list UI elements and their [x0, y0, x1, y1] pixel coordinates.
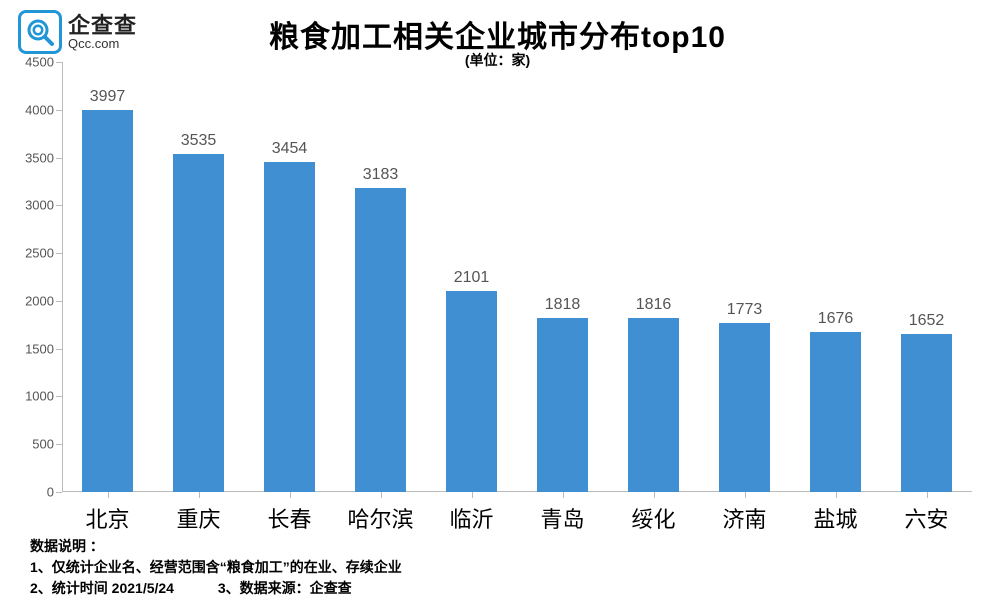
y-tick-label: 2000	[25, 293, 62, 308]
bar-value-label: 1676	[818, 310, 854, 328]
bars-container: 3997北京 3535重庆 3454长春 3183哈尔滨 2101临沂 1818青岛 181…	[62, 62, 972, 492]
x-tick	[108, 492, 109, 498]
bar: 2101临沂	[446, 291, 497, 492]
category-label: 北京	[85, 502, 129, 534]
bar: 1773济南	[719, 323, 770, 492]
x-tick	[745, 492, 746, 498]
x-tick	[472, 492, 473, 498]
bar-value-label: 1652	[909, 312, 945, 330]
bar: 3997北京	[82, 110, 133, 492]
y-tick-label: 1500	[25, 341, 62, 356]
category-label: 绥化	[631, 502, 675, 534]
bar-value-label: 1816	[636, 296, 672, 314]
bar-value-label: 1818	[545, 296, 581, 314]
bar: 3183哈尔滨	[355, 188, 406, 492]
bar-value-label: 3997	[90, 88, 126, 106]
bar: 1652六安	[901, 334, 952, 492]
bar-value-label: 3454	[272, 140, 308, 158]
y-tick-label: 3500	[25, 150, 62, 165]
bar-value-label: 3535	[181, 132, 217, 150]
x-tick	[563, 492, 564, 498]
bar: 1818青岛	[537, 318, 588, 492]
category-label: 青岛	[540, 502, 584, 534]
category-label: 盐城	[813, 502, 857, 534]
bar: 1816绥化	[628, 318, 679, 492]
y-tick-label: 4000	[25, 102, 62, 117]
notes-line1: 1、仅统计企业名、经营范围含“粮食加工”的在业、存续企业	[30, 557, 402, 578]
bar: 3454长春	[264, 162, 315, 492]
notes-line2a: 2、统计时间 2021/5/24	[30, 578, 174, 599]
y-tick-label: 500	[32, 437, 62, 452]
data-notes: 数据说明 ： 1、仅统计企业名、经营范围含“粮食加工”的在业、存续企业 2、统计…	[30, 536, 402, 599]
y-tick-label: 1000	[25, 389, 62, 404]
y-tick-label: 0	[47, 485, 62, 500]
bar: 3535重庆	[173, 154, 224, 492]
notes-line2: 2、统计时间 2021/5/24 3、数据来源：企查查	[30, 578, 402, 599]
category-label: 长春	[267, 502, 311, 534]
category-label: 六安	[904, 502, 948, 534]
x-tick	[654, 492, 655, 498]
y-tick-label: 3000	[25, 198, 62, 213]
category-label: 临沂	[449, 502, 493, 534]
bar-value-label: 2101	[454, 269, 490, 287]
y-tick-label: 4500	[25, 55, 62, 70]
x-tick	[290, 492, 291, 498]
category-label: 济南	[722, 502, 766, 534]
x-tick	[927, 492, 928, 498]
bar-value-label: 3183	[363, 166, 399, 184]
category-label: 哈尔滨	[347, 502, 413, 534]
notes-heading: 数据说明 ：	[30, 536, 402, 557]
x-tick	[836, 492, 837, 498]
y-tick-label: 2500	[25, 246, 62, 261]
x-tick	[381, 492, 382, 498]
bar: 1676盐城	[810, 332, 861, 492]
x-tick	[199, 492, 200, 498]
bar-chart: 3997北京 3535重庆 3454长春 3183哈尔滨 2101临沂 1818青岛 181…	[62, 62, 972, 492]
category-label: 重庆	[176, 502, 220, 534]
notes-line2b: 3、数据来源：企查查	[218, 578, 352, 599]
bar-value-label: 1773	[727, 301, 763, 319]
